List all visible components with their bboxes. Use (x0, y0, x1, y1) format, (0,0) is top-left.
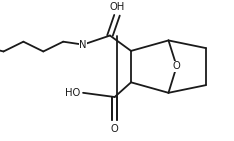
Text: N: N (79, 40, 87, 50)
Text: OH: OH (109, 3, 125, 13)
Text: HO: HO (66, 88, 81, 98)
Text: O: O (111, 124, 119, 134)
Text: O: O (173, 61, 181, 71)
